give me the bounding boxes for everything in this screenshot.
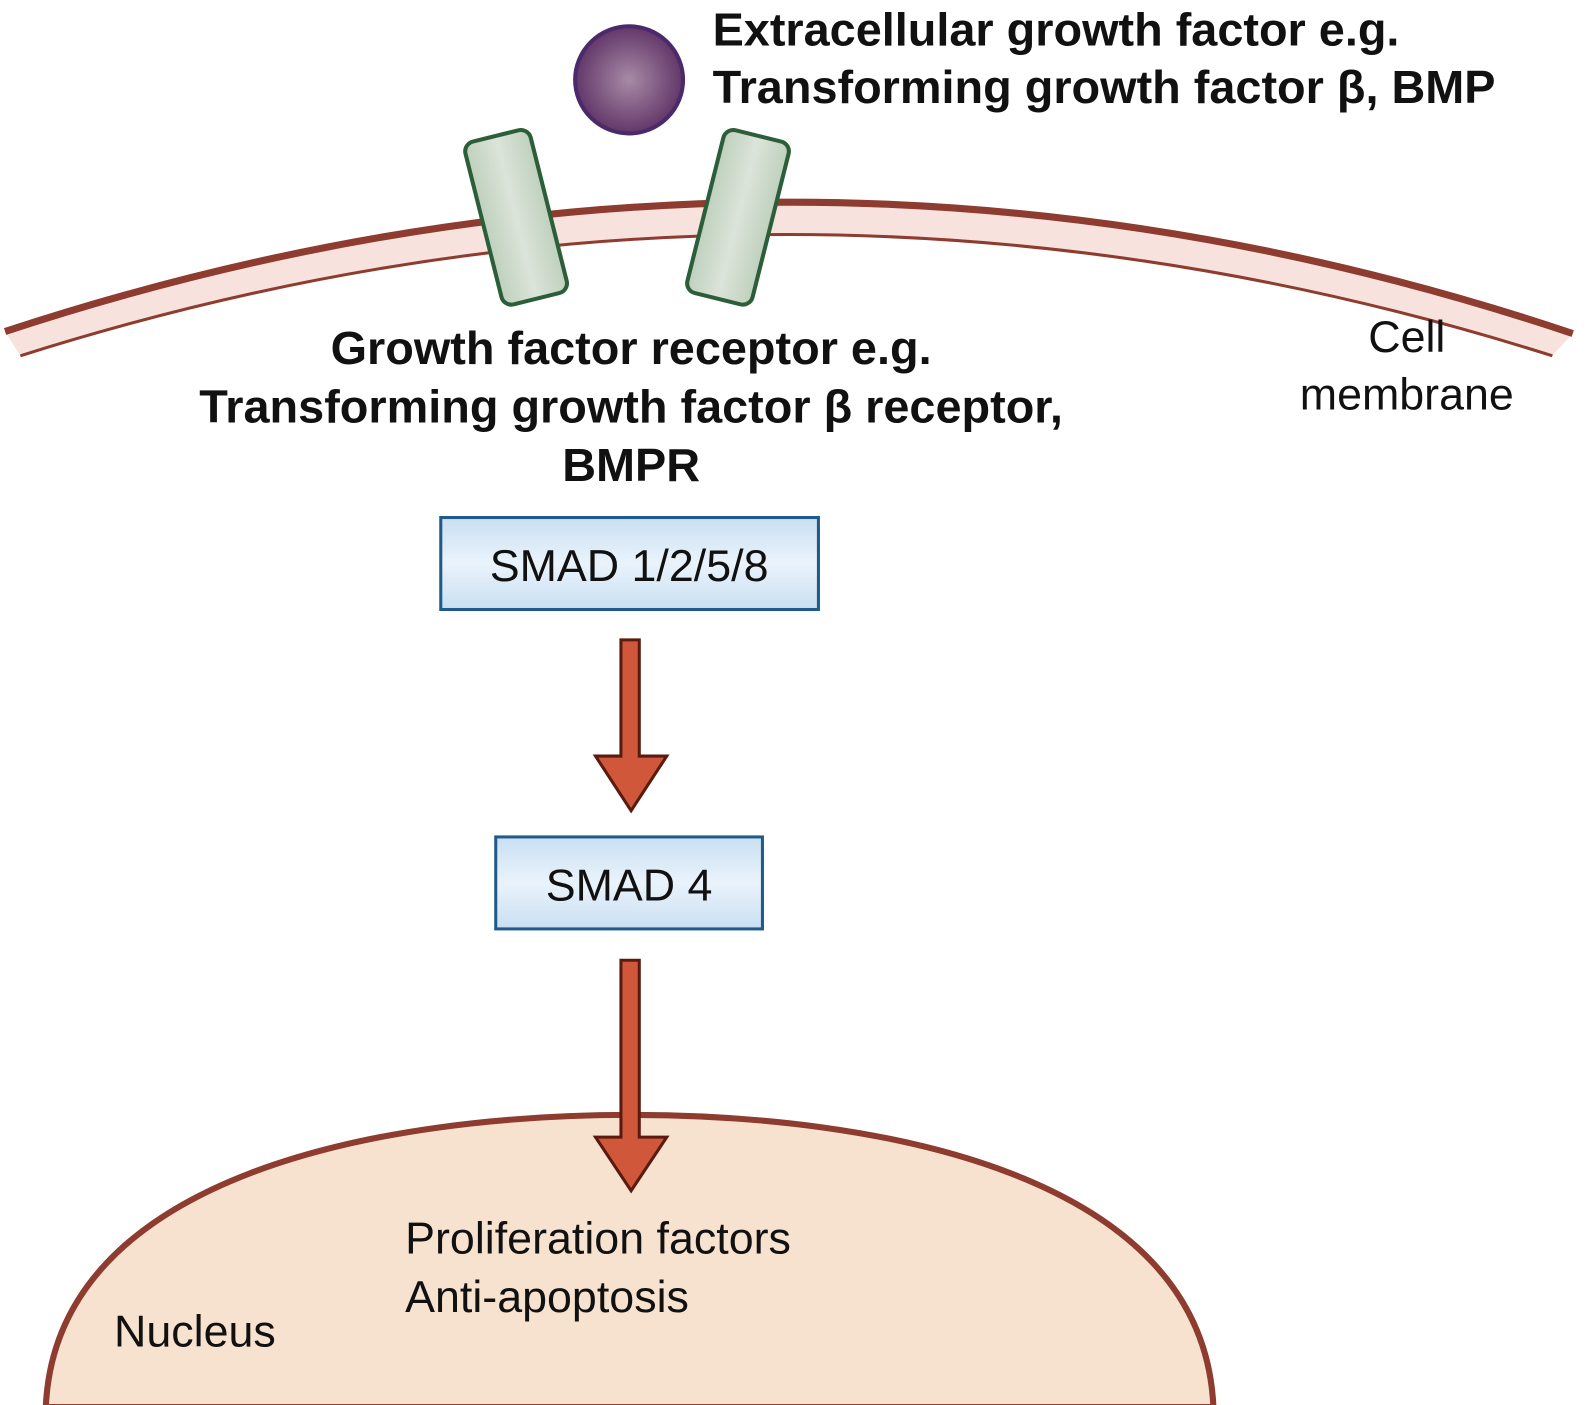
membrane-outer (3, 198, 1574, 337)
arrow (592, 638, 670, 814)
nucleus-output: Proliferation factors (405, 1215, 791, 1264)
receptor-right (685, 127, 791, 307)
ligand-label: Extracellular growth factor e.g. (713, 4, 1400, 56)
receptor-left (463, 127, 570, 307)
membrane-label: membrane (1300, 371, 1514, 420)
ligand-label: Transforming growth factor β, BMP (713, 61, 1496, 113)
receptor-label: Growth factor receptor e.g. (331, 322, 932, 374)
nucleus-output: Anti-apoptosis (405, 1273, 689, 1322)
receptor-label: BMPR (562, 439, 700, 491)
node-box (494, 835, 764, 931)
nucleus-label: Nucleus (114, 1308, 276, 1357)
ligand (573, 24, 686, 136)
membrane-label: Cell (1368, 313, 1445, 362)
node-box (439, 516, 820, 612)
arrow (592, 958, 670, 1194)
membrane-fill (5, 202, 1573, 356)
node-label: SMAD 4 (546, 862, 713, 911)
membrane-inner (19, 232, 1553, 358)
receptor-label: Transforming growth factor β receptor, (199, 381, 1063, 433)
node-label: SMAD 1/2/5/8 (490, 542, 769, 591)
